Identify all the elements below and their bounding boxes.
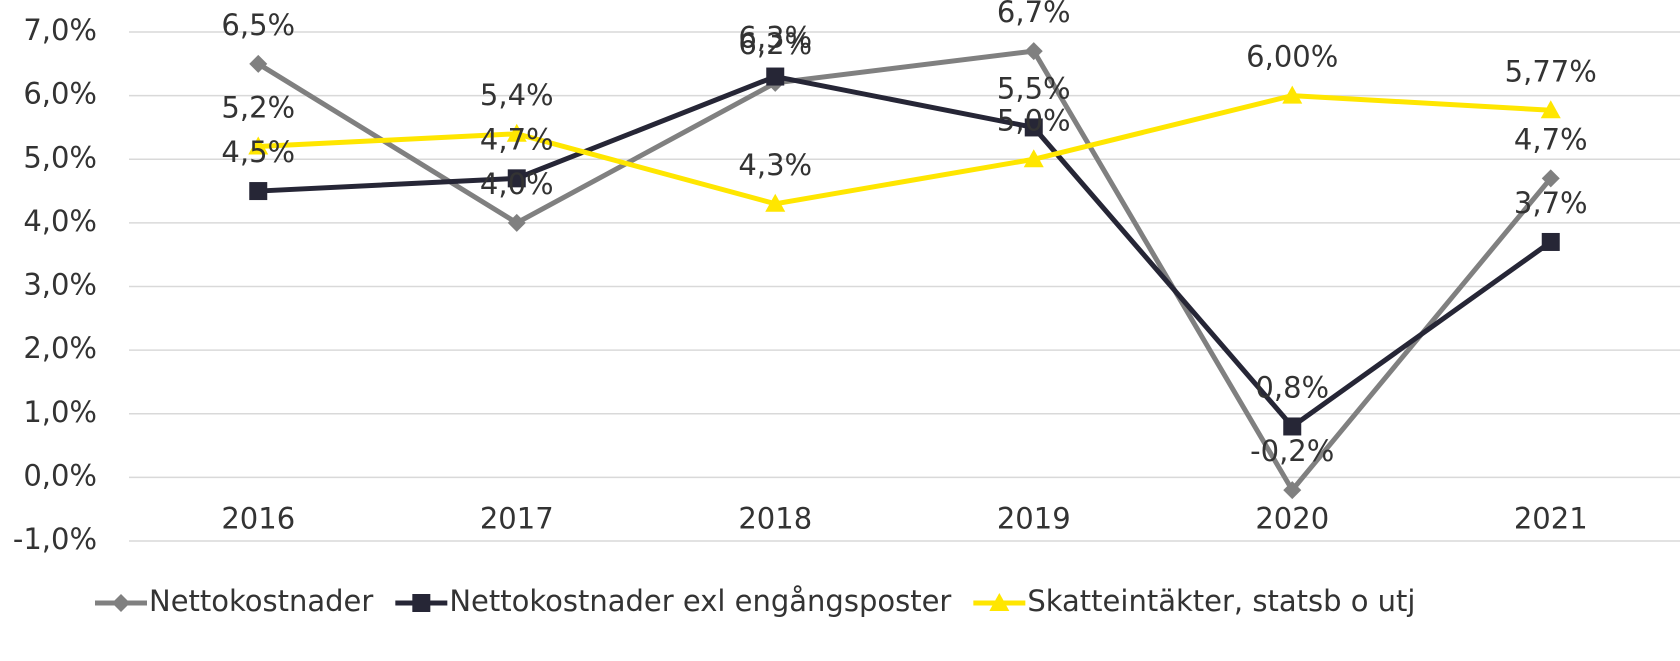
series-line	[258, 73, 1553, 430]
data-label: 5,0%	[997, 103, 1071, 137]
marker	[765, 193, 786, 212]
data-label: 6,2%	[738, 27, 812, 61]
legend-label: Nettokostnader exl engångsposter	[449, 584, 951, 618]
data-label: 4,7%	[480, 122, 554, 156]
data-label: 5,4%	[480, 78, 554, 112]
series-line	[258, 93, 1551, 207]
marker	[1541, 169, 1560, 188]
x-tick-label: 2020	[1255, 501, 1329, 535]
series-line	[256, 48, 1553, 495]
marker	[1024, 42, 1043, 61]
data-label: 0,8%	[1255, 370, 1329, 404]
y-tick-label: -1,0%	[13, 522, 97, 556]
marker	[112, 594, 130, 612]
y-tick-label: 2,0%	[23, 331, 97, 365]
data-label: 6,7%	[997, 0, 1071, 29]
y-tick-label: 4,0%	[23, 204, 97, 238]
data-label: 5,77%	[1505, 54, 1597, 88]
marker	[1282, 85, 1303, 104]
marker	[989, 593, 1010, 611]
legend: Nettokostnader Nettokostnader exl engångs…	[95, 584, 1415, 618]
x-tick-label: 2016	[221, 501, 295, 535]
data-label: 6,3%	[738, 21, 812, 55]
data-label: 4,7%	[1514, 122, 1588, 156]
y-tick-label: 1,0%	[23, 395, 97, 429]
data-label: 6,00%	[1246, 40, 1338, 74]
data-label: 4,3%	[738, 148, 812, 182]
data-label: 4,0%	[480, 167, 554, 201]
marker	[1540, 100, 1561, 119]
marker	[249, 182, 268, 201]
marker	[1023, 149, 1044, 168]
marker	[506, 123, 527, 142]
data-label: 5,5%	[997, 71, 1071, 105]
y-tick-label: 0,0%	[23, 458, 97, 492]
y-tick-label: 5,0%	[23, 140, 97, 174]
legend-label: Nettokostnader	[149, 584, 373, 618]
marker	[1283, 481, 1302, 500]
marker	[248, 136, 269, 155]
data-label: 6,5%	[221, 8, 295, 42]
y-tick-label: 7,0%	[23, 13, 97, 47]
marker	[1024, 118, 1043, 137]
marker	[1541, 232, 1560, 251]
y-tick-label: 3,0%	[23, 268, 97, 302]
marker	[766, 67, 785, 86]
y-tick-label: 6,0%	[23, 77, 97, 111]
x-tick-label: 2019	[997, 501, 1071, 535]
data-label: 4,5%	[221, 135, 295, 169]
marker	[412, 594, 431, 612]
marker	[249, 54, 268, 73]
x-tick-label: 2018	[738, 501, 812, 535]
marker	[1283, 417, 1302, 436]
data-label: 3,7%	[1514, 186, 1588, 220]
data-label: 5,2%	[221, 91, 295, 125]
legend-label: Skatteintäkter, statsb o utj	[1027, 584, 1415, 618]
x-tick-label: 2021	[1514, 501, 1588, 535]
marker	[507, 213, 526, 232]
data-label: -0,2%	[1250, 434, 1334, 468]
x-tick-label: 2017	[480, 501, 554, 535]
marker	[507, 169, 526, 188]
